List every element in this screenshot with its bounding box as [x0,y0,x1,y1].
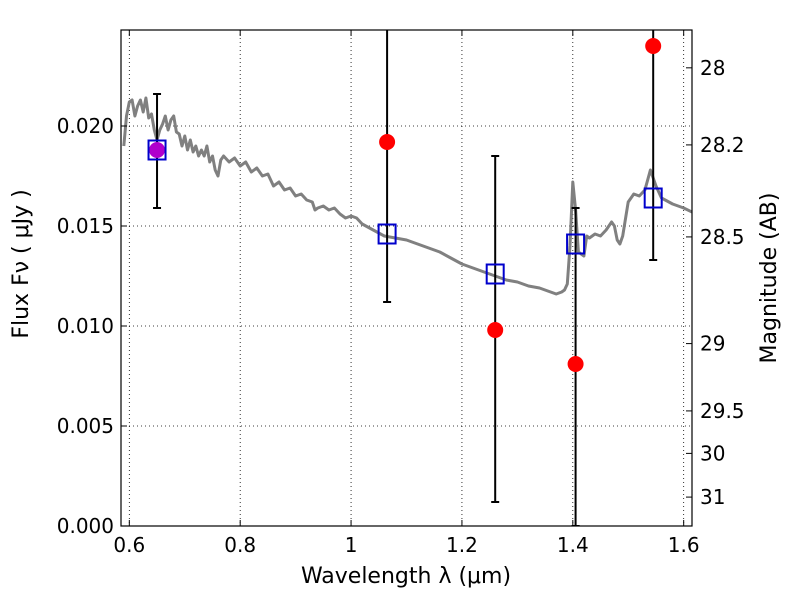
x-tick-label: 1.6 [668,533,700,557]
x-tick-label: 1.4 [557,533,589,557]
y-axis-left: 0.000 0.005 0.010 0.015 0.020 [57,114,127,538]
x-tick-label: 1.2 [446,533,478,557]
synthetic-square [643,187,663,209]
y-tick-label: 0.000 [57,514,114,538]
y-axis-right: 28 28.2 28.5 29 29.5 30 31 [686,56,745,509]
plot-area [122,30,692,526]
synthetic-square [485,263,505,285]
x-tick-label: 0.8 [224,533,256,557]
observed-point [149,142,166,158]
observed-point [567,356,584,372]
grid-lines [121,30,692,527]
y2-tick-label: 28.2 [700,133,745,157]
y2-tick-label: 29 [700,332,725,356]
synthetic-square [377,223,397,245]
x-axis-label: Wavelength λ (μm) [301,564,511,589]
x-tick-label: 0.6 [113,533,145,557]
synthetic-square [566,233,586,255]
y-axis-label: Flux Fν ( μJy ) [9,189,34,338]
y-tick-label: 0.010 [57,314,114,338]
synthetic-square [147,139,167,161]
y2-tick-label: 29.5 [700,399,745,423]
y2-tick-label: 28.5 [700,225,745,249]
y2-axis-label: Magnitude (AB) [757,193,782,364]
plot-frame [120,29,693,527]
y2-tick-label: 28 [700,56,725,80]
y-tick-label: 0.005 [57,414,114,438]
x-tick-label: 1 [345,533,358,557]
y2-tick-label: 30 [700,441,725,465]
y2-tick-label: 31 [700,485,725,509]
observed-point [487,322,504,338]
observed-point [645,38,662,54]
observed-point [379,134,396,150]
y-tick-label: 0.020 [57,114,114,138]
x-axis: 0.6 0.8 1 1.2 1.4 1.6 [113,30,700,557]
model-spectrum-line [122,96,692,296]
y-tick-label: 0.015 [57,214,114,238]
